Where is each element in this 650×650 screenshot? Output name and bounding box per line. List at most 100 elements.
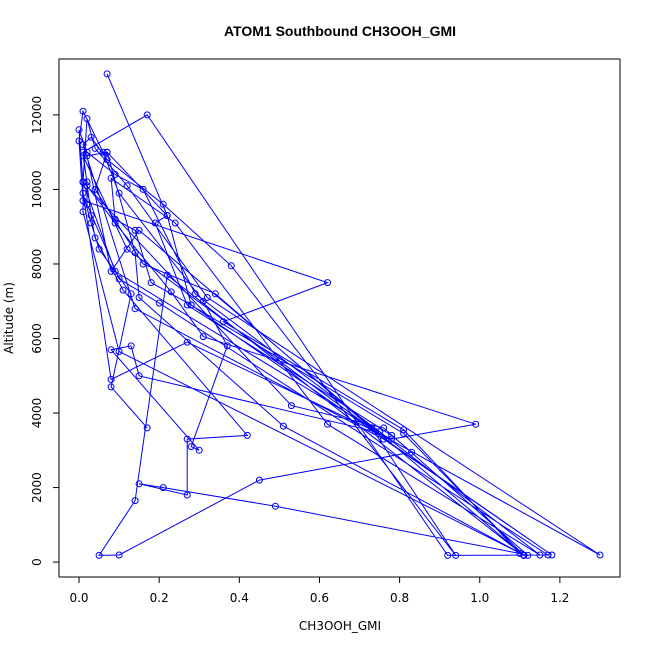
data-point xyxy=(324,420,331,428)
data-point xyxy=(516,550,524,557)
data-point xyxy=(155,299,163,307)
data-point xyxy=(219,318,227,326)
data-point xyxy=(83,115,91,123)
data-point xyxy=(143,111,151,119)
data-point xyxy=(111,215,119,223)
data-point xyxy=(376,428,384,436)
data-point xyxy=(139,185,147,193)
x-axis: 0.0 0.2 0.4 0.6 0.8 1.0 1.2 xyxy=(69,576,569,605)
chart-title: ATOM1 Southbound CH3OOH_GMI xyxy=(224,23,456,39)
data-point xyxy=(444,551,452,559)
data-point xyxy=(324,279,331,287)
data-point xyxy=(203,294,211,301)
data-point xyxy=(107,376,115,383)
data-point xyxy=(131,249,139,257)
data-point xyxy=(95,551,103,559)
data-point xyxy=(452,551,460,559)
data-point xyxy=(408,448,416,456)
x-axis-label: CH3OOH_GMI xyxy=(299,619,381,633)
data-point xyxy=(115,551,123,559)
data-point xyxy=(107,346,115,354)
data-point xyxy=(380,424,388,432)
data-point xyxy=(91,234,99,242)
data-point xyxy=(151,219,159,227)
series-line xyxy=(78,73,601,556)
data-point xyxy=(79,189,87,197)
data-point xyxy=(544,551,552,559)
data-point xyxy=(115,189,123,197)
data-point xyxy=(131,497,139,505)
data-point xyxy=(159,200,167,208)
y-axis: 0 2000 4000 6000 8000 10000 12000 xyxy=(30,96,60,566)
data-point xyxy=(87,133,95,141)
data-point xyxy=(91,144,99,152)
data-point xyxy=(79,107,87,115)
data-point xyxy=(163,212,171,219)
data-point xyxy=(131,226,139,234)
y-tick-label: 2000 xyxy=(30,472,44,503)
data-point xyxy=(183,338,191,346)
data-point xyxy=(83,182,91,190)
data-point xyxy=(79,148,87,156)
x-tick-label: 0.2 xyxy=(150,591,169,605)
data-point xyxy=(119,286,127,294)
data-point xyxy=(79,141,87,149)
data-point xyxy=(227,262,235,270)
data-point xyxy=(103,156,111,164)
data-point xyxy=(191,290,199,298)
data-point xyxy=(255,476,263,484)
data-point xyxy=(83,148,91,156)
data-point xyxy=(79,208,87,216)
data-point xyxy=(135,226,143,234)
data-point xyxy=(75,137,83,145)
data-point xyxy=(103,148,111,156)
data-point xyxy=(111,171,119,178)
data-point xyxy=(536,551,544,559)
data-point xyxy=(147,279,155,287)
data-point xyxy=(139,260,147,268)
data-point xyxy=(159,484,167,492)
data-point xyxy=(91,185,99,193)
data-point xyxy=(131,305,139,313)
data-point xyxy=(103,70,111,78)
data-point xyxy=(388,431,396,439)
data-point xyxy=(143,424,151,432)
data-point xyxy=(123,245,131,253)
data-point xyxy=(279,422,287,430)
data-point xyxy=(123,182,131,190)
data-point xyxy=(79,178,87,186)
data-point xyxy=(271,502,279,510)
data-point xyxy=(380,435,388,443)
x-tick-label: 1.0 xyxy=(470,591,489,605)
data-point xyxy=(115,275,123,283)
data-point xyxy=(183,491,191,499)
data-point xyxy=(135,294,143,301)
data-point xyxy=(111,219,119,227)
data-point xyxy=(83,178,91,186)
data-point xyxy=(163,271,171,279)
data-point xyxy=(83,200,91,208)
data-point xyxy=(83,152,91,160)
data-point xyxy=(211,290,219,298)
data-point xyxy=(107,174,115,182)
data-point xyxy=(115,348,123,355)
data-point xyxy=(372,428,380,436)
data-point xyxy=(79,152,87,160)
x-tick-label: 0.8 xyxy=(390,591,409,605)
data-point xyxy=(95,245,103,253)
y-tick-label: 10000 xyxy=(30,170,44,208)
data-point xyxy=(87,219,95,227)
data-point xyxy=(99,148,107,156)
data-point xyxy=(368,424,376,432)
x-tick-label: 0.4 xyxy=(230,591,249,605)
x-tick-label: 0.0 xyxy=(69,591,88,605)
y-axis-label: Altitude (m) xyxy=(2,282,16,354)
series-layer xyxy=(75,70,604,559)
data-point xyxy=(127,290,135,298)
y-tick-label: 6000 xyxy=(30,323,44,354)
data-point xyxy=(520,551,528,559)
x-tick-label: 0.6 xyxy=(310,591,329,605)
data-point xyxy=(127,342,135,350)
data-point xyxy=(199,297,207,305)
